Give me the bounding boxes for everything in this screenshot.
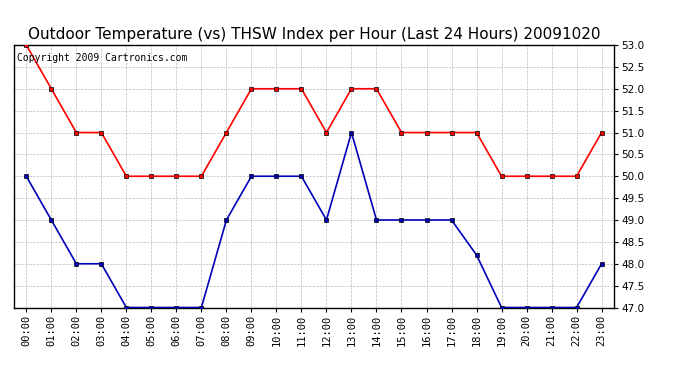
Text: Copyright 2009 Cartronics.com: Copyright 2009 Cartronics.com [17, 53, 187, 63]
Title: Outdoor Temperature (vs) THSW Index per Hour (Last 24 Hours) 20091020: Outdoor Temperature (vs) THSW Index per … [28, 27, 600, 42]
